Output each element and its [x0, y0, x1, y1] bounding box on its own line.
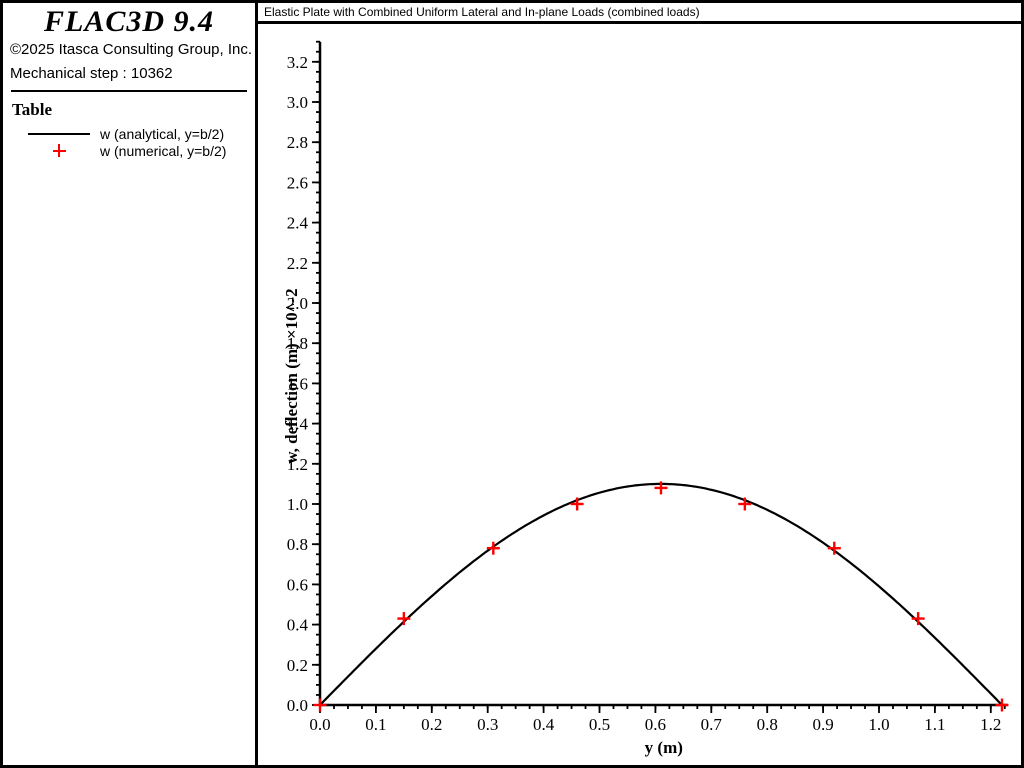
- y-tick-label: 2.2: [287, 254, 308, 273]
- y-tick-label: 0.2: [287, 656, 308, 675]
- flac3d-logo: FLAC3D 9.4: [43, 5, 215, 38]
- x-tick-label: 0.7: [701, 715, 723, 734]
- y-tick-label: 0.0: [287, 696, 308, 715]
- x-tick-label: 0.9: [812, 715, 833, 734]
- y-tick-label: 2.6: [287, 173, 308, 192]
- legend-item-label: w (numerical, y=b/2): [100, 142, 227, 159]
- x-tick-label: 0.3: [477, 715, 498, 734]
- y-tick-label: 1.0: [287, 495, 308, 514]
- legend-title: Table: [12, 100, 53, 119]
- plot-area[interactable]: 0.0 0.1 0.2 0.3 0.4 0.5 0.6 0.7 0.8 0.9 1.0 1.1 1.2 0…: [258, 24, 1021, 765]
- analytical-curve: [319, 482, 1003, 706]
- mechanical-step-label: Mechanical step : 10362: [10, 65, 173, 82]
- x-tick-label: 0.2: [421, 715, 442, 734]
- y-tick-label: 1.2: [287, 455, 308, 474]
- y-tick-label: 2.8: [287, 133, 308, 152]
- chart-title: Elastic Plate with Combined Uniform Late…: [258, 3, 1021, 24]
- copyright-text: ©2025 Itasca Consulting Group, Inc.: [10, 41, 253, 58]
- y-tick-label: 3.0: [287, 93, 308, 112]
- x-tick-label: 0.1: [365, 715, 386, 734]
- x-tick-label: 0.8: [757, 715, 778, 734]
- x-tick-label: 1.0: [868, 715, 889, 734]
- legend: w (analytical, y=b/2) w (numerical, y=b/…: [3, 119, 255, 159]
- x-tick-label: 1.1: [924, 715, 945, 734]
- x-tick-label: 1.2: [980, 715, 1001, 734]
- legend-item-label: w (analytical, y=b/2): [100, 125, 225, 142]
- x-tick-label: 0.0: [309, 715, 330, 734]
- y-tick-label: 0.4: [287, 616, 309, 635]
- y-tick-label: 1.4: [287, 415, 309, 434]
- chart-panel: Elastic Plate with Combined Uniform Late…: [258, 3, 1021, 765]
- x-tick-label: 0.5: [589, 715, 610, 734]
- x-axis-title: y (m): [645, 738, 683, 757]
- legend-item-analytical: w (analytical, y=b/2): [3, 125, 255, 142]
- y-axis-title: w, deflection (m) ×10^-2: [282, 288, 301, 463]
- y-tick-label: 2.4: [287, 214, 309, 233]
- y-tick-label: 3.2: [287, 53, 308, 72]
- line-sample-icon: [27, 132, 91, 135]
- sidebar-divider: [11, 90, 247, 92]
- y-tick-label: 1.6: [287, 374, 308, 393]
- x-tick-label: 0.6: [645, 715, 666, 734]
- plot-wrap: 0.0 0.1 0.2 0.3 0.4 0.5 0.6 0.7 0.8 0.9 1.0 1.1 1.2 0…: [258, 24, 1021, 765]
- plus-marker-icon: [27, 144, 91, 157]
- y-tick-label: 1.8: [287, 334, 308, 353]
- x-tick-label: 0.4: [533, 715, 555, 734]
- y-tick-label: 2.0: [287, 294, 308, 313]
- y-tick-label: 0.8: [287, 535, 308, 554]
- legend-item-numerical: w (numerical, y=b/2): [3, 142, 255, 159]
- sidebar: FLAC3D 9.4 ©2025 Itasca Consulting Group…: [3, 3, 258, 765]
- y-tick-label: 0.6: [287, 575, 308, 594]
